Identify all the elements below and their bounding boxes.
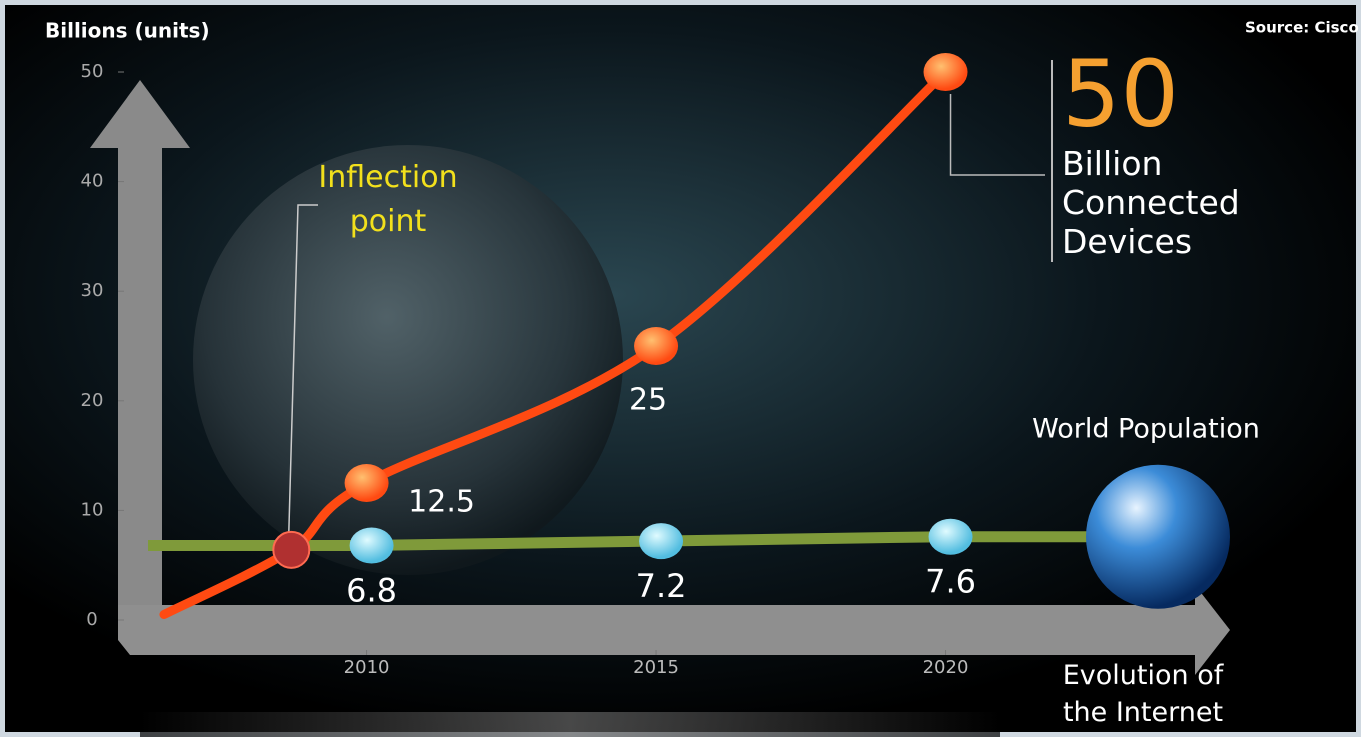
data-label: 6.8 bbox=[346, 571, 397, 609]
plot: 0 10 20 30 40 50 2010 2015 2020 Evolution of the I… bbox=[81, 40, 1260, 727]
population-globe bbox=[1086, 464, 1230, 609]
x-tick-label: 2015 bbox=[633, 657, 679, 678]
y-axis-arrow bbox=[90, 80, 190, 640]
y-tick-label: 10 bbox=[81, 499, 104, 520]
data-label: 50 bbox=[1062, 40, 1179, 147]
x-axis-label: Evolution of the Internet bbox=[1063, 660, 1225, 728]
population-point bbox=[349, 527, 394, 564]
x-tick-label: 2010 bbox=[344, 657, 390, 678]
data-label: 7.6 bbox=[925, 563, 976, 601]
annotation: Billion Connected Devices bbox=[1062, 144, 1240, 261]
y-tick-label: 30 bbox=[81, 280, 104, 301]
y-axis-label: Billions (units) bbox=[45, 19, 210, 43]
annotation-leader bbox=[949, 94, 1045, 176]
data-label: 25 bbox=[629, 383, 667, 418]
y-tick-label: 40 bbox=[81, 171, 104, 192]
devices-point bbox=[923, 53, 968, 91]
inflection-dot bbox=[272, 530, 311, 569]
annotation-leader bbox=[287, 204, 318, 550]
y-tick-label: 50 bbox=[81, 61, 104, 82]
x-axis-arrow bbox=[118, 585, 1230, 675]
devices-point bbox=[634, 327, 679, 365]
data-label: 12.5 bbox=[408, 485, 475, 520]
earth-decoration bbox=[193, 145, 623, 575]
population-point bbox=[639, 523, 684, 560]
series-label: World Population bbox=[1032, 414, 1260, 445]
devices-point bbox=[344, 464, 389, 502]
annotation: Inflection point bbox=[318, 160, 457, 239]
floor-glow bbox=[140, 712, 1000, 737]
population-point bbox=[928, 518, 973, 555]
data-label: 7.2 bbox=[636, 567, 687, 605]
y-tick-label: 20 bbox=[81, 390, 104, 411]
source: Source: Cisco bbox=[1245, 19, 1359, 37]
x-tick-label: 2020 bbox=[923, 657, 969, 678]
y-tick-label: 0 bbox=[86, 609, 97, 630]
